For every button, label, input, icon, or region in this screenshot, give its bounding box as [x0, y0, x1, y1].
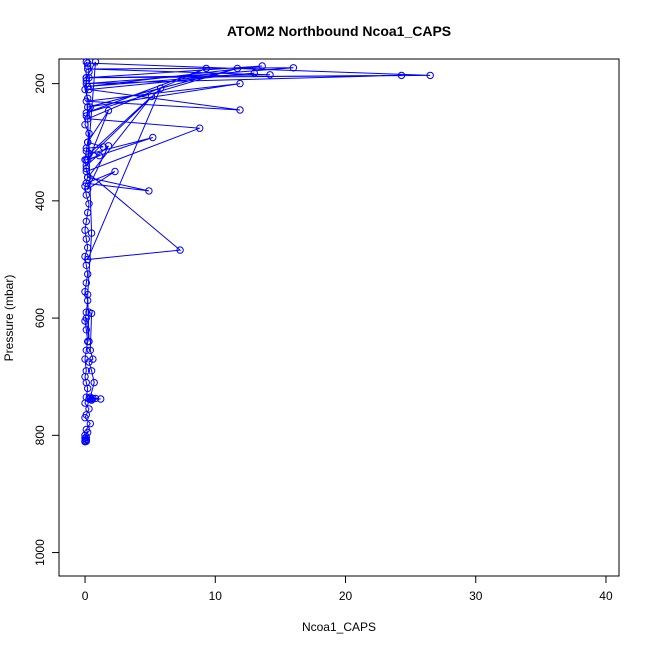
data-point [104, 106, 113, 115]
x-axis-label: Ncoa1_CAPS [302, 620, 376, 634]
data-point [85, 200, 93, 208]
x-tick-label: 30 [469, 589, 483, 603]
data-point [156, 84, 165, 93]
data-point [91, 58, 100, 66]
data-point [236, 79, 244, 88]
data-point [149, 133, 157, 142]
data-point [82, 217, 91, 226]
data-point [84, 65, 92, 73]
x-tick-label: 0 [82, 589, 89, 603]
data-point [82, 346, 91, 354]
data-point [81, 414, 89, 422]
data-point [81, 226, 89, 234]
data-point [266, 71, 274, 79]
data-point [250, 69, 259, 77]
data-point [82, 235, 91, 243]
data-point [426, 71, 434, 80]
data-point [87, 367, 96, 375]
y-tick-label: 200 [33, 73, 47, 93]
data-point [176, 246, 184, 254]
data-point [82, 58, 91, 66]
y-tick-label: 1000 [33, 539, 47, 566]
y-tick-label: 600 [33, 308, 47, 328]
data-point [196, 124, 204, 132]
data-point [86, 346, 95, 354]
data-point [202, 64, 210, 73]
data-point [86, 419, 95, 428]
x-tick-label: 20 [339, 589, 353, 603]
data-point [85, 85, 93, 94]
data-point [111, 167, 119, 176]
data-point [82, 279, 91, 287]
data-point [84, 255, 92, 264]
data-point [84, 156, 92, 164]
data-point [82, 314, 91, 322]
plot-frame [58, 58, 620, 577]
data-point [85, 405, 93, 413]
data-point [95, 152, 104, 160]
series-layer [81, 58, 434, 446]
data-point [84, 290, 92, 299]
data-point [236, 106, 244, 114]
data-point [85, 395, 93, 403]
data-point [90, 378, 98, 387]
data-point [97, 395, 105, 403]
data-point [289, 64, 298, 72]
data-point [85, 74, 93, 82]
data-point [81, 399, 89, 407]
y-axis-label: Pressure (mbar) [2, 275, 16, 362]
y-tick-label: 400 [33, 191, 47, 211]
data-point [84, 185, 92, 193]
series-line [84, 61, 431, 342]
data-point [82, 74, 91, 82]
data-point [84, 384, 92, 393]
data-point [104, 142, 113, 150]
chart-title: ATOM2 Northbound Ncoa1_CAPS [227, 23, 451, 39]
data-point [87, 229, 96, 237]
data-point [145, 187, 153, 195]
data-point [82, 144, 91, 152]
data-point [85, 129, 93, 138]
data-point [85, 358, 93, 366]
data-point [233, 64, 242, 73]
data-point [87, 309, 96, 318]
data-point [82, 433, 91, 441]
data-point [84, 270, 92, 278]
data-point [397, 71, 406, 80]
data-point [82, 326, 91, 334]
data-point [99, 143, 108, 151]
data-point [81, 438, 89, 446]
data-point [147, 92, 156, 101]
x-axis: 0 10 20 30 40 [82, 575, 613, 603]
y-axis: 200 400 600 800 1000 [33, 73, 60, 566]
data-point [85, 337, 93, 346]
data-point [258, 62, 266, 70]
data-point [84, 115, 92, 123]
x-tick-label: 10 [209, 589, 223, 603]
x-tick-label: 40 [599, 589, 613, 603]
y-tick-label: 800 [33, 425, 47, 445]
